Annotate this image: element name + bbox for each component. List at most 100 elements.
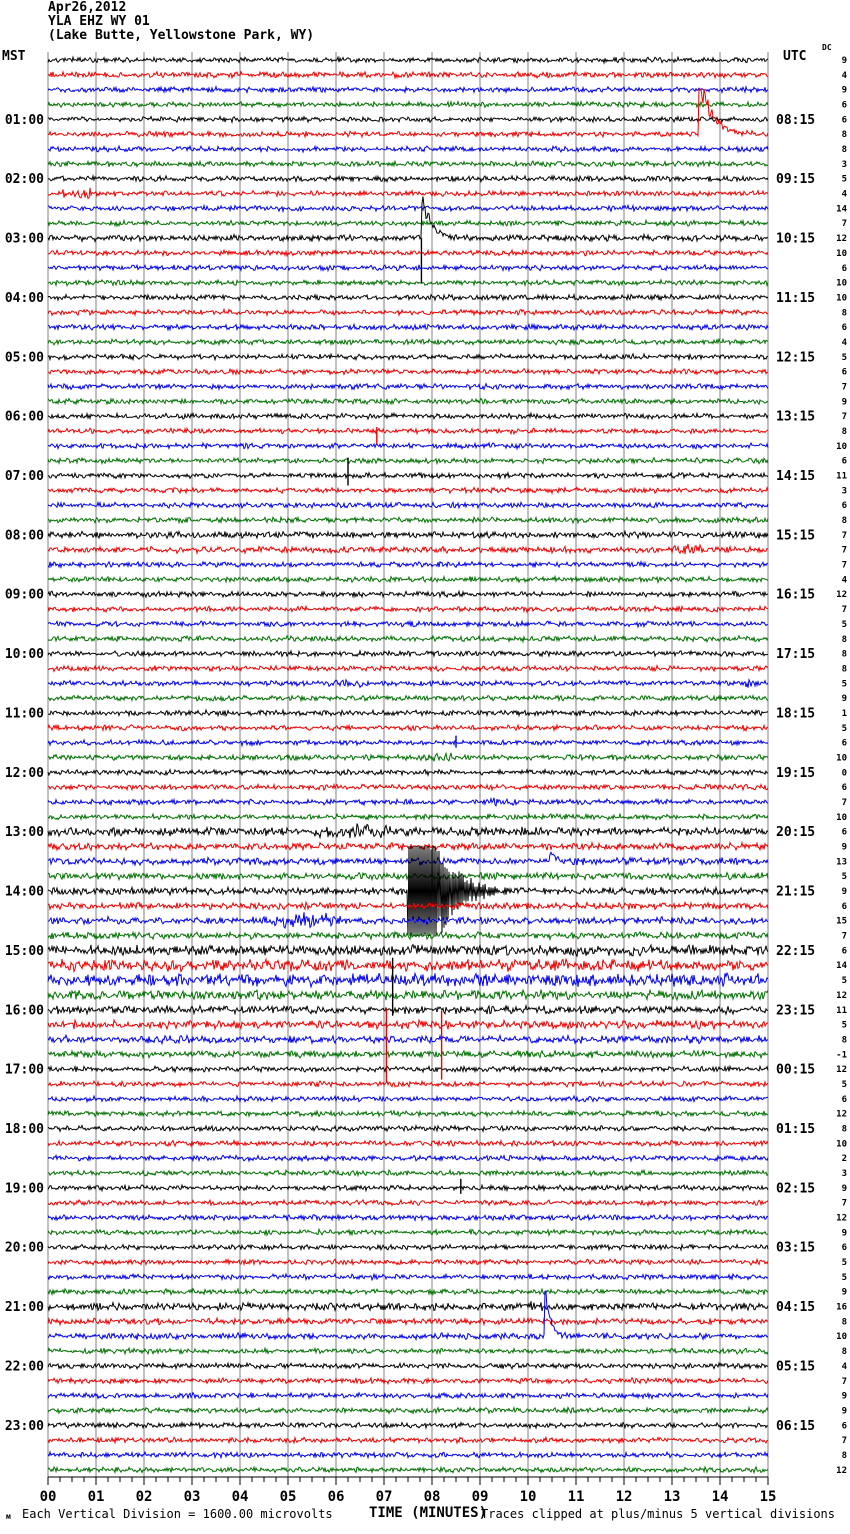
mst-hour-label: 13:00 bbox=[5, 825, 44, 840]
dc-value: -1 bbox=[836, 1050, 847, 1060]
station-code: YLA EHZ WY 01 bbox=[48, 14, 150, 29]
trace-row bbox=[47, 589, 768, 599]
dc-value: 5 bbox=[842, 1021, 847, 1031]
trace-row bbox=[47, 470, 769, 481]
trace-row bbox=[47, 456, 769, 466]
trace-row bbox=[47, 114, 769, 125]
dc-value: 10 bbox=[836, 249, 847, 259]
dc-value: 5 bbox=[842, 1258, 847, 1268]
dc-value: 2 bbox=[842, 1154, 847, 1164]
dc-value: 6 bbox=[842, 115, 847, 125]
trace-row bbox=[47, 957, 769, 974]
trace-row bbox=[47, 767, 769, 777]
trace-row bbox=[47, 411, 769, 421]
utc-hour-label: 17:15 bbox=[776, 647, 815, 662]
dc-value: 5 bbox=[842, 620, 847, 630]
trace-row bbox=[47, 99, 769, 109]
mst-hour-label: 20:00 bbox=[5, 1241, 44, 1256]
dc-value: 6 bbox=[842, 101, 847, 111]
trace-row bbox=[47, 1405, 769, 1415]
trace-row bbox=[47, 55, 769, 65]
trace-row bbox=[47, 782, 769, 792]
dc-value: 7 bbox=[842, 798, 847, 808]
dc-value: 3 bbox=[842, 160, 847, 170]
dc-value: 5 bbox=[842, 175, 847, 185]
dc-value: 5 bbox=[842, 679, 847, 689]
dc-value: 10 bbox=[836, 813, 847, 823]
trace-row bbox=[47, 1094, 769, 1104]
trace-row bbox=[47, 1018, 769, 1031]
x-tick-label: 14 bbox=[712, 1489, 729, 1505]
dc-value: 9 bbox=[842, 86, 847, 96]
dc-value: 5 bbox=[842, 976, 847, 986]
trace-row bbox=[47, 649, 769, 659]
trace-row bbox=[47, 1198, 769, 1208]
dc-column-label: DC bbox=[822, 43, 832, 52]
dc-value: 10 bbox=[836, 442, 847, 452]
mst-hour-label: 16:00 bbox=[5, 1003, 44, 1018]
trace-row bbox=[47, 515, 769, 525]
station-location: (Lake Butte, Yellowstone Park, WY) bbox=[48, 28, 315, 43]
trace-row bbox=[47, 988, 769, 1002]
dc-value: 7 bbox=[842, 219, 847, 229]
footer-left-glyph: м bbox=[6, 1512, 11, 1521]
utc-hour-label: 09:15 bbox=[776, 172, 815, 187]
trace-row bbox=[47, 1227, 769, 1238]
mst-hour-label: 02:00 bbox=[5, 172, 44, 187]
dc-value: 8 bbox=[842, 145, 847, 155]
trace-row bbox=[47, 751, 769, 762]
dc-value: 8 bbox=[842, 1347, 847, 1357]
utc-hour-label: 00:15 bbox=[776, 1063, 815, 1078]
trace-row bbox=[47, 971, 769, 989]
dc-value: 6 bbox=[842, 946, 847, 956]
utc-hour-label: 03:15 bbox=[776, 1241, 815, 1256]
x-tick-label: 02 bbox=[136, 1489, 153, 1505]
dc-value: 7 bbox=[842, 1377, 847, 1387]
trace-row bbox=[47, 278, 769, 288]
trace-row bbox=[47, 1287, 769, 1297]
trace-row bbox=[47, 529, 769, 540]
trace-row bbox=[47, 634, 769, 644]
utc-hour-label: 05:15 bbox=[776, 1359, 815, 1374]
dc-value: 6 bbox=[842, 1095, 847, 1105]
trace-row bbox=[47, 397, 769, 406]
trace-row bbox=[47, 1316, 769, 1327]
dc-value: 14 bbox=[836, 204, 847, 214]
mst-hour-label: 21:00 bbox=[5, 1300, 44, 1315]
trace-row bbox=[47, 144, 769, 154]
trace-row bbox=[47, 500, 769, 510]
trace-row bbox=[47, 1361, 769, 1371]
trace-row bbox=[47, 367, 769, 376]
record-date: Apr26,2012 bbox=[48, 0, 127, 15]
trace-row bbox=[47, 1465, 769, 1475]
dc-value: 7 bbox=[842, 605, 847, 615]
mst-hour-label: 19:00 bbox=[5, 1181, 44, 1196]
trace-row bbox=[47, 292, 769, 302]
dc-value: 12 bbox=[836, 991, 847, 1001]
dc-value: 8 bbox=[842, 308, 847, 318]
x-tick-label: 10 bbox=[520, 1489, 537, 1505]
trace-row bbox=[47, 307, 769, 318]
utc-hour-label: 06:15 bbox=[776, 1419, 815, 1434]
mst-hour-label: 11:00 bbox=[5, 706, 44, 721]
utc-hour-label: 15:15 bbox=[776, 528, 815, 543]
x-tick-label: 05 bbox=[280, 1489, 297, 1505]
trace-row bbox=[47, 900, 769, 912]
dc-value: 8 bbox=[842, 635, 847, 645]
trace-row bbox=[47, 203, 769, 214]
dc-value: 9 bbox=[842, 397, 847, 407]
trace-row bbox=[47, 1391, 769, 1401]
utc-hour-label: 12:15 bbox=[776, 350, 815, 365]
mst-hour-label: 01:00 bbox=[5, 113, 44, 128]
dc-value: 6 bbox=[842, 501, 847, 511]
trace-row bbox=[47, 1108, 769, 1119]
x-tick-label: 01 bbox=[88, 1489, 105, 1505]
trace-row bbox=[47, 1079, 769, 1089]
trace-row bbox=[47, 560, 769, 569]
dc-value: 0 bbox=[842, 768, 847, 778]
dc-value: 6 bbox=[842, 368, 847, 378]
utc-hour-label: 11:15 bbox=[776, 291, 815, 306]
trace-row bbox=[47, 1420, 769, 1430]
dc-value: 7 bbox=[842, 531, 847, 541]
dc-value: 6 bbox=[842, 902, 847, 912]
